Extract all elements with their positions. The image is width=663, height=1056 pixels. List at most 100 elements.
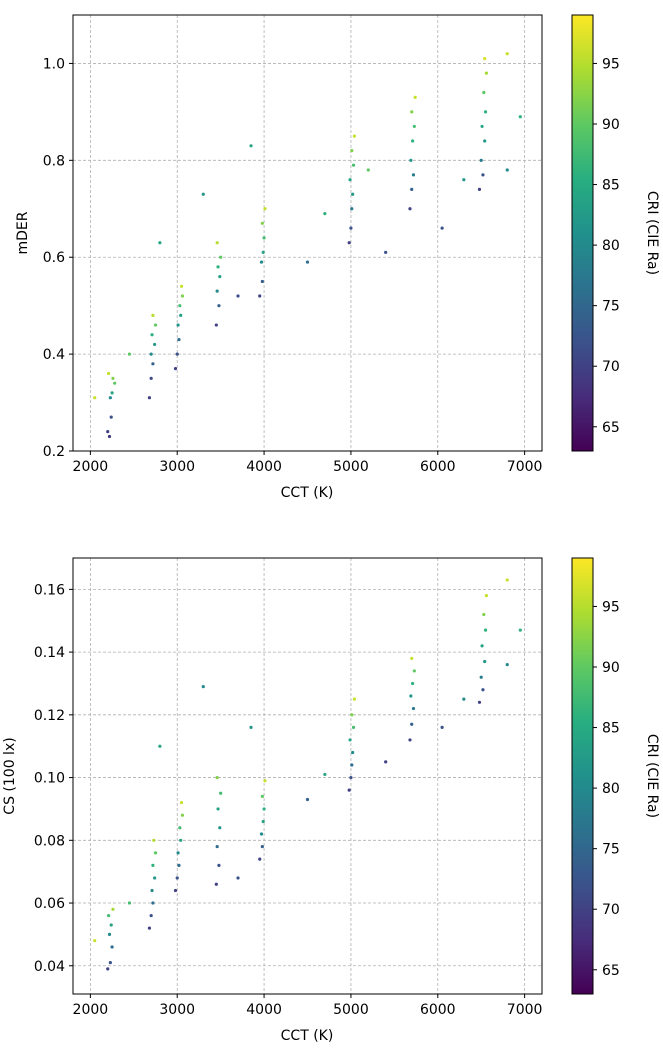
colorbar	[571, 14, 594, 452]
scatter-point	[201, 192, 205, 196]
scatter-point	[109, 923, 113, 927]
scatter-point	[409, 158, 413, 162]
scatter-point	[505, 578, 509, 582]
scatter-point	[484, 594, 489, 598]
y-tick-label: 0.10	[34, 771, 65, 787]
scatter-point	[215, 289, 219, 293]
scatter-point	[108, 961, 112, 965]
scatter-point	[179, 313, 183, 317]
scatter-point	[219, 791, 223, 795]
y-tick-label: 0.08	[34, 833, 65, 849]
scatter-point	[410, 139, 415, 143]
scatter-point	[410, 722, 414, 726]
grid	[73, 558, 542, 994]
colorbar-tick-label: 65	[602, 963, 620, 979]
scatter-point	[347, 788, 351, 792]
scatter-point	[216, 265, 220, 269]
scatter-point	[481, 688, 485, 692]
x-axis-label: CCT (K)	[281, 1028, 334, 1044]
scatter-point	[173, 888, 178, 893]
scatter-point	[215, 844, 219, 849]
scatter-point	[462, 178, 466, 182]
y-tick-label: 0.14	[34, 645, 65, 661]
scatter-point	[179, 801, 184, 805]
scatter-point	[158, 241, 162, 245]
scatter-point	[260, 794, 264, 798]
scatter-point	[351, 163, 356, 167]
scatter-point	[410, 187, 414, 191]
scatter-point	[483, 57, 487, 61]
scatter-point	[263, 207, 267, 211]
scatter-point	[409, 694, 413, 698]
scatter-point	[179, 284, 184, 288]
scatter-point	[93, 939, 97, 943]
scatter-point	[440, 226, 444, 230]
scatter-point	[153, 323, 158, 327]
scatter-point	[149, 376, 153, 380]
scatter-point	[408, 738, 412, 742]
scatter-point	[214, 882, 218, 886]
colorbar-tick-label: 85	[602, 721, 620, 737]
scatter-point	[147, 396, 152, 400]
scatter-point	[147, 926, 152, 930]
scatter-point	[151, 313, 155, 317]
scatter-point	[482, 90, 486, 95]
colorbar-tick-label: 70	[602, 359, 620, 375]
scatter-point	[153, 851, 158, 855]
scatter-point	[258, 857, 262, 861]
scatter-point	[483, 628, 488, 632]
scatter-point	[215, 241, 219, 245]
colorbar-ticks: 65 70 75 80 85 90 95	[593, 56, 620, 436]
scatter-point	[411, 706, 416, 711]
scatter-point	[175, 352, 179, 356]
y-tick-label: 0.16	[34, 582, 65, 598]
scatter-point	[305, 797, 310, 802]
scatter-point	[479, 158, 483, 162]
scatter-point	[127, 901, 132, 905]
scatter-point	[110, 945, 114, 949]
scatter-point	[483, 110, 488, 114]
scatter-point	[201, 685, 205, 689]
scatter-point	[180, 294, 185, 298]
scatter-point	[349, 226, 353, 230]
scatter-point	[258, 294, 262, 298]
plot-frame	[72, 557, 543, 995]
scatter-point	[483, 139, 487, 143]
scatter-point	[217, 304, 221, 308]
scatter-point	[150, 888, 154, 893]
scatter-point	[178, 826, 182, 830]
scatter-point	[479, 675, 483, 679]
scatter-point	[505, 663, 509, 667]
y-tick-label: 0.04	[34, 959, 65, 975]
scatter-point	[111, 907, 115, 911]
colorbar-tick-label: 80	[602, 781, 620, 797]
scatter-point	[219, 255, 223, 259]
x-axis-label: CCT (K)	[281, 485, 334, 501]
scatter-point	[518, 628, 522, 632]
scatter-point	[151, 362, 155, 366]
scatter-point	[260, 279, 264, 284]
scatter-point	[384, 760, 388, 764]
scatter-point	[259, 260, 264, 264]
scatter-points	[93, 52, 522, 439]
colorbar-tick-label: 65	[602, 420, 620, 436]
scatter-point	[176, 851, 180, 855]
scatter-point	[178, 304, 182, 308]
scatter-point	[305, 260, 310, 264]
colorbar-tick-label: 90	[602, 117, 620, 133]
colorbar-tick-label: 75	[602, 299, 620, 315]
colorbar-tick-label: 90	[602, 660, 620, 676]
colorbar-tick-label: 85	[602, 178, 620, 194]
scatter-point	[477, 187, 482, 191]
x-ticks: 2000 3000 4000 5000 6000 7000	[73, 994, 542, 1018]
scatter-point	[236, 876, 240, 880]
x-tick-label: 2000	[73, 1002, 109, 1018]
scatter-point	[217, 863, 221, 867]
plot-frame	[72, 14, 543, 452]
scatter-point	[218, 275, 222, 279]
scatter-point	[107, 371, 111, 376]
scatter-point	[351, 725, 356, 729]
scatter-point	[410, 110, 414, 114]
scatter-point	[260, 221, 264, 225]
scatter-point	[152, 838, 156, 842]
